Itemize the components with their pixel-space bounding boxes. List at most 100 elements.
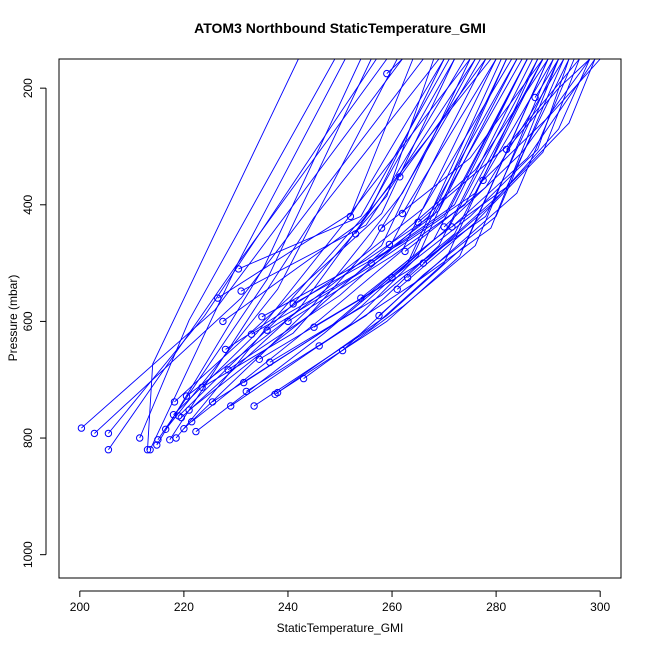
series-42 [299,59,554,383]
series-3 [104,59,388,454]
data-point [180,425,188,433]
data-point [250,402,258,410]
series-66 [531,59,559,102]
series-24 [219,59,492,326]
series-line [402,59,497,214]
series-13 [170,59,455,406]
series-11 [169,59,414,419]
series-2 [104,59,377,438]
series-line [157,59,372,441]
series-line [269,59,544,363]
series-19 [188,59,497,426]
series-line [191,59,497,423]
series-47 [351,59,455,238]
data-point [227,402,235,410]
data-point [219,317,227,326]
data-point [172,434,180,442]
series-line [451,59,596,228]
x-tick-label: 200 [70,600,90,614]
data-point [104,446,113,454]
series-line [422,59,596,264]
series-line [227,59,518,371]
data-point [396,173,404,181]
data-point [448,223,456,231]
data-point [289,300,297,308]
series-1 [90,59,424,438]
series-52 [383,59,403,78]
series-line [178,59,435,417]
data-point [377,224,386,232]
series-12 [172,59,445,442]
series-line [183,59,476,430]
series-line [534,59,559,98]
series-line [287,59,544,322]
data-point [188,418,196,426]
data-point [393,285,401,293]
data-point [414,218,422,227]
series-44 [315,59,560,350]
series-4 [136,59,336,442]
series-57 [398,59,497,218]
data-point [177,413,186,422]
series-line [342,59,565,351]
series-line [173,59,414,416]
series-line [313,59,560,328]
series-line [381,59,544,229]
series-64 [479,59,601,185]
series-line [240,59,476,292]
series-37 [266,59,544,366]
series-line [391,59,570,279]
series-layer [77,59,601,454]
series-line [292,59,554,305]
data-point [162,425,170,433]
series-16 [180,59,476,433]
data-point [240,378,248,387]
data-point [143,446,152,454]
series-58 [401,59,565,256]
data-point [388,274,396,282]
series-43 [310,59,560,331]
series-line [94,59,424,434]
data-point [90,429,99,438]
data-point [169,411,178,419]
series-line [180,59,466,418]
data-point [77,424,86,432]
data-point [182,392,191,400]
series-line [201,59,481,388]
data-point [170,398,179,406]
series-5 [143,59,299,454]
series-line [230,59,507,407]
data-point [237,287,245,295]
series-line [407,59,591,279]
series-line [396,59,580,290]
series-9 [162,59,398,433]
y-axis-label: Pressure (mbar) [6,275,20,362]
series-31 [242,59,533,396]
series-29 [237,59,476,295]
series-line [251,59,523,335]
series-48 [357,59,570,302]
data-point [383,69,391,78]
data-point [531,93,539,102]
x-tick-label: 280 [486,600,506,614]
series-21 [198,59,481,391]
data-point [214,294,222,302]
plot-frame [58,58,622,579]
series-36 [263,59,528,334]
series-line [350,59,445,217]
series-line [355,59,455,235]
series-25 [221,59,513,354]
series-line [370,59,528,264]
data-point [299,374,308,383]
y-tick-label: 800 [21,428,35,448]
data-point [258,313,266,321]
data-point [367,259,375,267]
series-40 [284,59,544,326]
data-point [224,366,232,374]
x-tick-label: 260 [382,600,402,614]
series-23 [214,59,471,302]
x-tick-label: 220 [174,600,194,614]
x-tick-label: 300 [590,600,610,614]
data-point [192,427,200,436]
y-tick-label: 400 [21,194,35,214]
